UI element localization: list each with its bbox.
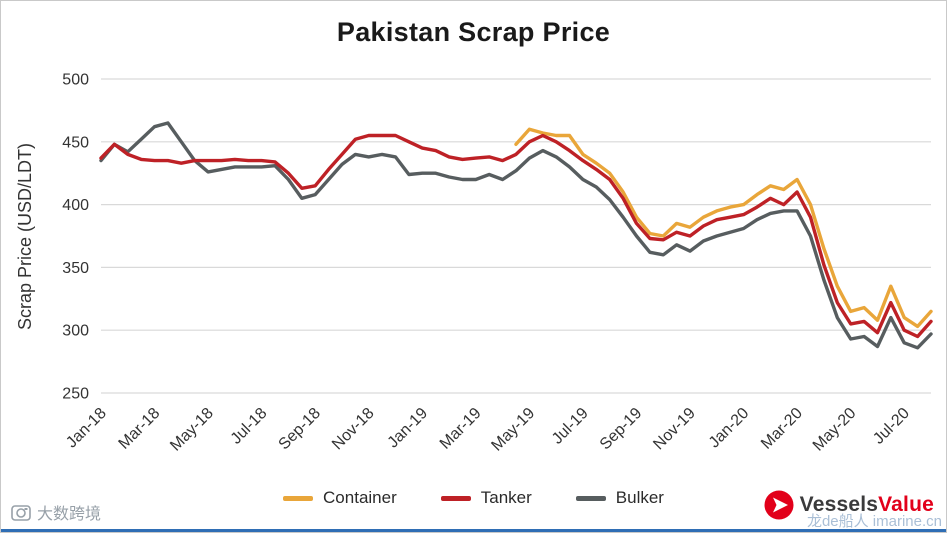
- legend-label-container: Container: [323, 488, 397, 507]
- vesselsvalue-logo: VesselsValue: [764, 490, 934, 520]
- x-tick-label: Mar-20: [758, 405, 806, 453]
- vesselsvalue-logo-text: VesselsValue: [800, 493, 934, 517]
- y-tick-label: 250: [62, 386, 89, 403]
- legend-swatch-bulker: [575, 495, 606, 501]
- y-tick-label: 400: [62, 197, 89, 214]
- x-tick-label: Jul-19: [549, 405, 592, 448]
- chart-title: Pakistan Scrap Price: [336, 17, 611, 47]
- x-tick-label: Jul-20: [870, 405, 913, 448]
- y-tick-label: 350: [62, 260, 89, 277]
- x-tick-label: Sep-19: [597, 405, 646, 454]
- y-tick-label: 450: [62, 134, 89, 151]
- watermark-bottom-right: 龙de船人 imarine.cn: [806, 513, 942, 530]
- legend-item-container: Container: [283, 488, 397, 508]
- legend-swatch-tanker: [440, 495, 471, 501]
- y-tick-label: 500: [62, 72, 89, 89]
- vesselsvalue-logo-icon: [764, 490, 794, 520]
- watermark-logo-icon: [11, 505, 31, 521]
- x-tick-label: Jan-18: [63, 405, 110, 452]
- legend-label-tanker: Tanker: [480, 488, 532, 507]
- legend-item-bulker: Bulker: [575, 488, 664, 508]
- x-tick-label: Nov-19: [650, 405, 699, 454]
- vesselsvalue-logo-text-part1: Vessels: [799, 493, 879, 516]
- vesselsvalue-logo-text-part2: Value: [878, 493, 934, 516]
- watermark-bottom-left-text: 大数跨境: [37, 506, 102, 523]
- x-axis-labels: Jan-18 Mar-18 May-18 Jul-18 Sep-18 Nov-18 Jan-…: [63, 405, 913, 455]
- legend-label-bulker: Bulker: [615, 488, 664, 507]
- x-tick-label: Jan-20: [706, 405, 753, 452]
- x-tick-label: May-18: [167, 405, 217, 455]
- x-tick-label: Sep-18: [276, 405, 325, 454]
- y-tick-label: 300: [62, 323, 89, 340]
- x-tick-label: Jul-18: [228, 405, 271, 448]
- series-line-tanker: [99, 133, 933, 339]
- series-line-bulker: [99, 121, 933, 350]
- legend-swatch-container: [283, 495, 314, 501]
- chart-legend: Container Tanker Bulker: [1, 488, 946, 508]
- x-tick-label: May-20: [810, 405, 860, 455]
- legend-item-tanker: Tanker: [440, 488, 532, 508]
- gridlines: [101, 78, 931, 394]
- x-tick-label: Nov-18: [329, 405, 378, 454]
- x-tick-label: May-19: [488, 405, 538, 455]
- x-tick-label: Mar-18: [116, 405, 164, 453]
- series-line-container: [514, 127, 933, 329]
- y-axis-labels: 250 300 350 400 450 500: [62, 72, 89, 403]
- x-tick-label: Mar-19: [437, 405, 485, 453]
- watermark-bottom-left: 大数跨境: [11, 500, 101, 524]
- x-tick-label: Jan-19: [385, 405, 432, 452]
- bottom-blue-strip: [1, 529, 946, 532]
